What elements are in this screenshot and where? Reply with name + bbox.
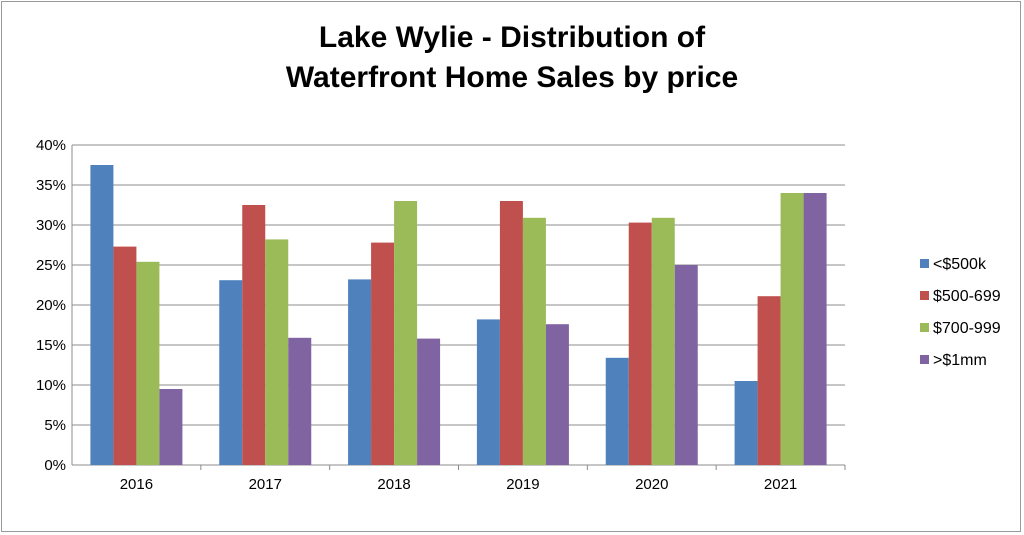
bar-2016-series-2 (113, 246, 137, 465)
bar-2020-series-3 (651, 217, 675, 465)
bar-2019-series-4 (545, 324, 569, 465)
bar-2017-series-3 (265, 239, 289, 465)
legend-label: $500-699 (933, 288, 1001, 305)
y-tick-label: 15% (36, 337, 66, 354)
y-tick-label: 0% (44, 457, 66, 474)
x-tick-label: 2016 (120, 476, 153, 493)
bar-2021-series-1 (734, 381, 758, 465)
bar-2019-series-2 (499, 201, 523, 465)
legend-swatch (920, 291, 929, 300)
legend-swatch (920, 259, 929, 268)
legend-label: >$1mm (933, 352, 987, 369)
y-tick-label: 10% (36, 377, 66, 394)
bar-2017-series-2 (242, 205, 266, 465)
legend-label: $700-999 (933, 320, 1001, 337)
bar-2016-series-1 (90, 165, 114, 465)
legend-label: <$500k (933, 256, 987, 273)
legend-swatch (920, 323, 929, 332)
bar-2018-series-4 (417, 338, 441, 465)
bar-2016-series-4 (159, 389, 183, 465)
x-tick-label: 2021 (764, 476, 797, 493)
bar-2016-series-3 (136, 261, 160, 465)
bar-2020-series-4 (674, 265, 698, 465)
bar-2020-series-2 (628, 222, 652, 465)
y-tick-label: 20% (36, 297, 66, 314)
bar-2021-series-2 (757, 296, 781, 465)
y-tick-label: 35% (36, 177, 66, 194)
bar-2018-series-3 (394, 201, 418, 465)
chart-title-line2: Waterfront Home Sales by price (285, 61, 739, 94)
bar-2018-series-1 (348, 279, 372, 465)
x-tick-label: 2020 (635, 476, 668, 493)
y-tick-label: 30% (36, 217, 66, 234)
bar-2019-series-3 (522, 217, 546, 465)
bar-2017-series-1 (219, 280, 243, 465)
bar-2017-series-4 (288, 337, 312, 465)
chart-title-line1: Lake Wylie - Distribution of (318, 21, 706, 54)
bar-2021-series-3 (780, 193, 804, 465)
y-tick-label: 25% (36, 257, 66, 274)
x-tick-label: 2019 (506, 476, 539, 493)
x-tick-label: 2017 (249, 476, 282, 493)
x-tick-label: 2018 (377, 476, 410, 493)
bar-2019-series-1 (476, 319, 500, 465)
bar-2018-series-2 (371, 242, 395, 465)
y-tick-label: 5% (44, 417, 66, 434)
legend-swatch (920, 355, 929, 364)
y-tick-label: 40% (36, 137, 66, 154)
bar-2020-series-1 (605, 357, 629, 465)
bar-2021-series-4 (803, 193, 827, 465)
